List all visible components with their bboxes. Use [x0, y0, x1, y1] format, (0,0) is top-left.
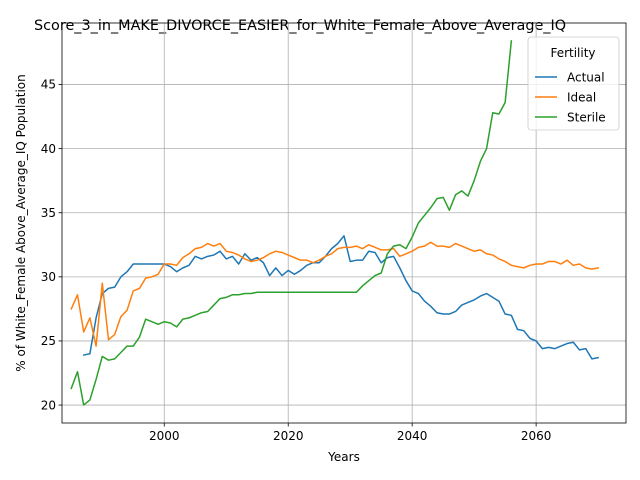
y-tick-label: 25 — [41, 334, 56, 348]
y-tick-label: 35 — [41, 206, 56, 220]
y-axis-label: % of White_Female Above_Average_IQ Popul… — [14, 74, 28, 371]
series-layer — [70, 40, 599, 406]
series-line-sterile — [70, 40, 513, 406]
legend-box — [527, 36, 620, 131]
plot-frame — [61, 22, 627, 424]
x-tick-label: 2000 — [149, 429, 180, 443]
legend-label-ideal: Ideal — [567, 90, 596, 104]
y-tick-label: 20 — [41, 398, 56, 412]
y-tick-label: 45 — [41, 78, 56, 92]
legend-label-actual: Actual — [567, 70, 605, 84]
legend-title: Fertility — [550, 46, 595, 60]
y-tick-label: 30 — [41, 270, 56, 284]
chart-title: Score_3_in_MAKE_DIVORCE_EASIER_for_White… — [34, 18, 566, 34]
legend-label-sterile: Sterile — [567, 110, 606, 124]
x-tick-label: 2060 — [521, 429, 552, 443]
axis-ticks: 2000 2020 2040 2060 20 25 30 35 40 45 — [41, 78, 552, 443]
legend: Fertility Actual Ideal Sterile — [527, 36, 620, 131]
series-line-actual — [82, 235, 599, 360]
y-tick-label: 40 — [41, 142, 56, 156]
x-tick-label: 2020 — [273, 429, 304, 443]
x-axis-label: Years — [327, 450, 360, 464]
x-tick-label: 2040 — [397, 429, 428, 443]
series-line-ideal — [70, 241, 599, 347]
